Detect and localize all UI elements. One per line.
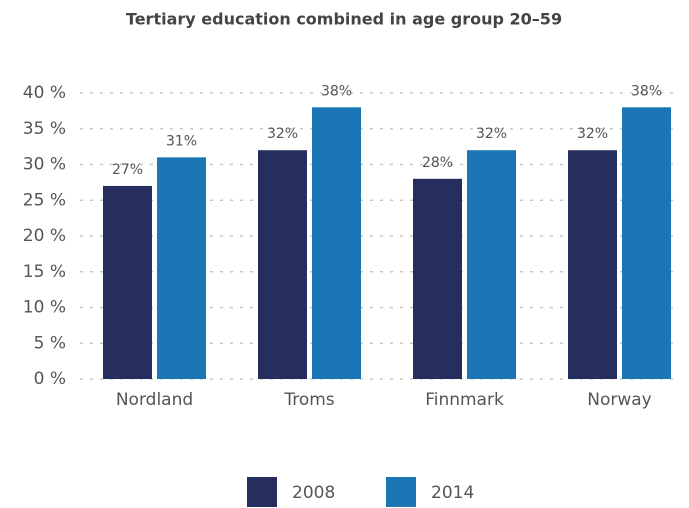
x-tick-label: Nordland: [116, 390, 193, 410]
chart-title: Tertiary education combined in age group…: [126, 10, 562, 29]
y-tick-label: 30 %: [23, 155, 66, 175]
y-tick-label: 10 %: [23, 298, 66, 318]
value-label: 32%: [577, 126, 608, 142]
value-label: 32%: [267, 126, 298, 142]
bar: [467, 150, 516, 379]
value-label: 28%: [422, 155, 453, 171]
value-label: 32%: [476, 126, 507, 142]
legend-swatch: [386, 477, 416, 507]
value-label: 38%: [631, 83, 662, 99]
bar: [157, 157, 206, 379]
bar: [413, 178, 462, 379]
y-tick-label: 40 %: [23, 83, 66, 103]
bar: [622, 107, 671, 380]
y-tick-label: 15 %: [23, 262, 66, 282]
x-tick-label: Finnmark: [425, 390, 504, 410]
bar: [312, 107, 361, 380]
y-tick-label: 5 %: [34, 333, 66, 353]
value-label: 31%: [166, 133, 197, 149]
value-label: 38%: [321, 83, 352, 99]
value-label: 27%: [112, 162, 143, 178]
bar: [258, 150, 307, 379]
bar: [568, 150, 617, 379]
y-tick-label: 20 %: [23, 226, 66, 246]
x-tick-label: Norway: [587, 390, 652, 410]
x-tick-label: Troms: [283, 390, 334, 410]
bar: [103, 185, 152, 379]
y-tick-label: 35 %: [23, 119, 66, 139]
legend-label: 2014: [431, 483, 474, 503]
y-tick-label: 0 %: [34, 369, 66, 389]
y-tick-label: 25 %: [23, 190, 66, 210]
legend-swatch: [247, 477, 277, 507]
legend-label: 2008: [292, 483, 335, 503]
